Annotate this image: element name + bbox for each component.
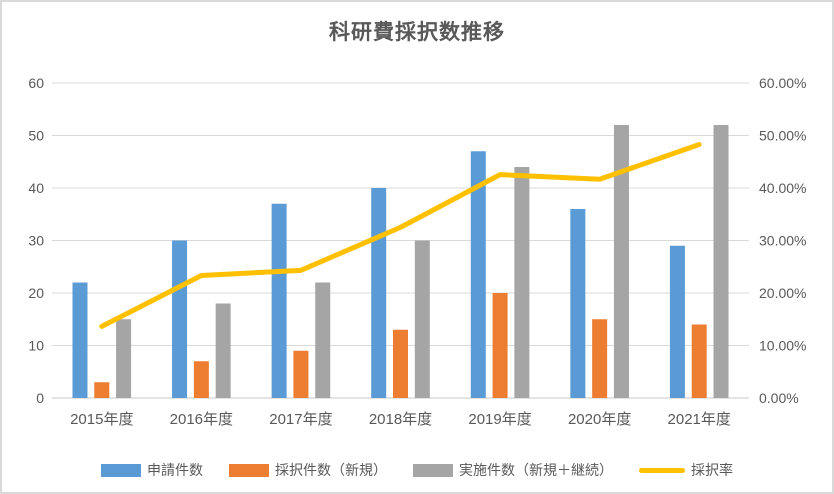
left-axis-tick-20: 20: [28, 285, 44, 301]
legend-item-実施件数（新規＋継続）: 実施件数（新規＋継続）: [413, 460, 613, 480]
plot-area: 0 0.00% 10 10.00% 20 20.00% 30 30.00% 40 40.00% 50…: [28, 75, 806, 428]
right-axis-tick-10.00%: 10.00%: [759, 338, 806, 354]
legend-item-申請件数: 申請件数: [101, 460, 203, 480]
bar-申請件数-2021年度: [669, 245, 685, 398]
category-label-2020年度: 2020年度: [568, 411, 631, 428]
bar-実施件数（新規＋継続）-2019年度: [514, 167, 530, 398]
bar-採択件数（新規）-2017年度: [293, 350, 309, 398]
legend-bar-swatch-icon: [229, 463, 269, 477]
category-label-2016年度: 2016年度: [170, 411, 233, 428]
right-axis-tick-20.00%: 20.00%: [759, 285, 806, 301]
bar-申請件数-2016年度: [172, 240, 188, 398]
legend-label: 実施件数（新規＋継続）: [459, 462, 613, 478]
category-label-2019年度: 2019年度: [468, 411, 531, 428]
category-label-2021年度: 2021年度: [668, 411, 731, 428]
legend-item-採択率: 採択率: [639, 460, 733, 480]
bar-実施件数（新規＋継続）-2016年度: [215, 303, 231, 398]
right-axis-tick-40.00%: 40.00%: [759, 180, 806, 196]
left-axis-tick-60: 60: [28, 75, 44, 91]
legend-label: 採択件数（新規）: [275, 462, 387, 478]
legend-label: 採択率: [691, 462, 733, 478]
left-axis-tick-40: 40: [28, 180, 44, 196]
left-axis-tick-10: 10: [28, 338, 44, 354]
bar-申請件数-2015年度: [72, 282, 88, 398]
bar-申請件数-2019年度: [470, 151, 486, 398]
bar-採択件数（新規）-2016年度: [193, 361, 209, 398]
right-axis-tick-0.00%: 0.00%: [759, 390, 799, 406]
category-label-2018年度: 2018年度: [369, 411, 432, 428]
bar-採択件数（新規）-2019年度: [492, 293, 508, 398]
legend-bar-swatch-icon: [413, 463, 453, 477]
legend: 申請件数 採択件数（新規） 実施件数（新規＋継続） 採択率: [2, 460, 832, 480]
legend-bar-swatch-icon: [101, 463, 141, 477]
bar-採択件数（新規）-2015年度: [94, 382, 110, 398]
bar-実施件数（新規＋継続）-2017年度: [315, 282, 331, 398]
bar-実施件数（新規＋継続）-2018年度: [414, 240, 430, 398]
bar-申請件数-2018年度: [371, 188, 387, 398]
bar-実施件数（新規＋継続）-2015年度: [116, 319, 132, 398]
bar-実施件数（新規＋継続）-2021年度: [713, 125, 729, 398]
chart-title: 科研費採択数推移: [329, 21, 505, 44]
left-axis-tick-30: 30: [28, 233, 44, 249]
category-label-2015年度: 2015年度: [70, 411, 133, 428]
right-axis-tick-50.00%: 50.00%: [759, 128, 806, 144]
bar-申請件数-2017年度: [271, 203, 287, 398]
bar-採択件数（新規）-2020年度: [592, 319, 608, 398]
right-axis-tick-60.00%: 60.00%: [759, 75, 806, 91]
line-採択率: [99, 142, 702, 329]
legend-item-採択件数（新規）: 採択件数（新規）: [229, 460, 387, 480]
left-axis-tick-50: 50: [28, 128, 44, 144]
bar-申請件数-2020年度: [570, 209, 586, 398]
bar-採択件数（新規）-2021年度: [691, 324, 707, 398]
legend-label: 申請件数: [147, 462, 203, 478]
right-axis-tick-30.00%: 30.00%: [759, 233, 806, 249]
legend-line-marker-icon: [639, 467, 685, 473]
bar-採択件数（新規）-2018年度: [393, 329, 408, 398]
left-axis-tick-0: 0: [36, 390, 44, 406]
bar-実施件数（新規＋継続）-2020年度: [613, 125, 629, 398]
category-label-2017年度: 2017年度: [269, 411, 332, 428]
